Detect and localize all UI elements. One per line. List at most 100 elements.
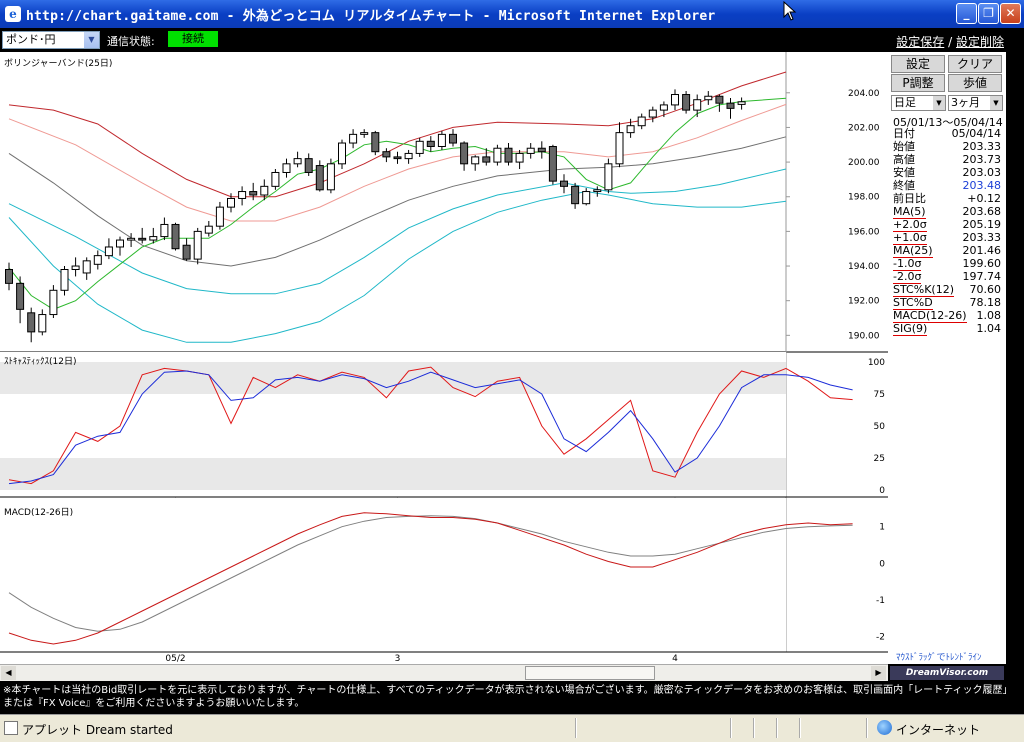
candle (637, 116, 646, 127)
candle (271, 171, 280, 187)
candle (593, 189, 602, 193)
clear-button[interactable]: クリア (948, 55, 1002, 73)
tick-history-button[interactable]: 歩値 (948, 74, 1002, 92)
x-tick-label: 4 (672, 654, 678, 664)
oversold-zone (0, 458, 786, 490)
scroll-left-icon[interactable]: ◀ (1, 666, 16, 680)
scroll-right-icon[interactable]: ▶ (871, 666, 886, 680)
stc-d-line (8, 370, 853, 485)
data-row-label: 高値 (893, 153, 915, 166)
data-row: MACD(12-26) 1.08 (893, 309, 1002, 323)
candle (626, 125, 635, 134)
candle (415, 140, 424, 154)
macd-panel: MACD(12-26日) 1 0 -1 -2 (0, 498, 888, 653)
y-tick-label: 25 (874, 454, 885, 464)
candle (571, 185, 580, 205)
chevron-down-icon[interactable]: ▼ (990, 96, 1002, 110)
candle (249, 191, 258, 196)
candle (548, 145, 557, 182)
data-row-value: 205.19 (962, 218, 1002, 231)
candle (404, 152, 413, 160)
macd-panel-bg (0, 498, 786, 652)
data-row-label: +1.0σ (893, 231, 927, 245)
save-settings-link[interactable]: 設定保存 (896, 35, 945, 49)
x-tick-label: 05/2 (165, 654, 185, 664)
macd-chart-title: MACD(12-26日) (4, 507, 73, 518)
scroll-thumb[interactable] (525, 666, 655, 680)
date-range: 05/01/13〜05/04/14 (893, 116, 1003, 129)
currency-pair-select[interactable]: ポンド･円 ▼ (2, 31, 100, 49)
y-tick-label: 75 (874, 390, 885, 400)
price-adjust-button[interactable]: P調整 (891, 74, 945, 92)
data-row: STC%K(12) 70.60 (893, 283, 1002, 297)
status-divider (799, 718, 801, 738)
data-row-value: 05/04/14 (951, 127, 1001, 140)
close-button[interactable]: ✕ (1000, 3, 1021, 24)
candle (648, 109, 657, 118)
candle (104, 246, 113, 257)
candle (338, 142, 346, 165)
data-row-value: 1.08 (976, 309, 1002, 322)
data-row-label: MA(25) (893, 244, 933, 258)
candle (537, 147, 546, 153)
range-select[interactable]: 3ヶ月 ▼ (948, 95, 1003, 111)
y-tick-label: -2 (876, 633, 885, 643)
data-row: -1.0σ 199.60 (893, 257, 1002, 271)
data-row-value: 199.60 (962, 257, 1002, 270)
connection-label: 通信状態: (107, 35, 155, 48)
data-row: MA(5) 203.68 (893, 205, 1001, 219)
data-row-value: 203.73 (962, 153, 1002, 166)
y-tick-label: 0 (879, 559, 885, 569)
data-row: MA(25) 201.46 (893, 244, 1001, 258)
data-row-label: 安値 (893, 166, 915, 179)
chevron-down-icon[interactable]: ▼ (84, 32, 99, 48)
maximize-button[interactable]: ❐ (978, 3, 999, 24)
chart-canvas[interactable]: 05/2 3 4 ボリンジャーバンド(25日) 204.00 202.00 200.00 1… (0, 52, 888, 664)
chevron-down-icon[interactable]: ▼ (933, 96, 945, 110)
candle (193, 230, 202, 260)
candle (27, 312, 36, 333)
candle (493, 147, 502, 163)
status-bar: アプレット Dream started インターネット (0, 714, 1024, 742)
candle (116, 239, 124, 248)
candle (304, 158, 313, 173)
candle (515, 152, 524, 163)
inner-lower-band-line (8, 168, 787, 295)
candle (482, 156, 491, 163)
data-row-value: 203.33 (962, 231, 1002, 244)
period-select[interactable]: 日足 ▼ (891, 95, 946, 111)
candle (282, 163, 291, 173)
data-row-value: 70.60 (969, 283, 1002, 296)
candle (93, 255, 102, 265)
y-tick-label: 190.00 (848, 331, 880, 341)
link-separator: / (948, 35, 953, 49)
data-row: 始値 203.33 (893, 140, 1001, 153)
data-row: +1.0σ 203.33 (893, 231, 1002, 245)
y-tick-label: 198.00 (848, 193, 880, 203)
settings-button[interactable]: 設定 (891, 55, 945, 73)
globe-icon (877, 720, 892, 735)
delete-settings-link[interactable]: 設定削除 (955, 35, 1004, 49)
candle (682, 94, 691, 111)
chart-area[interactable]: 05/2 3 4 ボリンジャーバンド(25日) 204.00 202.00 200.00 1… (0, 52, 888, 664)
connection-status-badge: 接続 (168, 31, 218, 47)
data-row-value: +0.12 (967, 192, 1001, 205)
brand-logo[interactable]: DreamVisor.com (890, 666, 1004, 680)
minimize-button[interactable]: _ (956, 3, 977, 24)
status-divider (776, 718, 778, 738)
y-tick-label: 204.00 (848, 89, 880, 99)
stc-k-line (8, 366, 853, 485)
candle (260, 185, 269, 196)
candle (171, 223, 180, 250)
data-row: 終値 203.48 (893, 179, 1001, 192)
currency-pair-value: ポンド･円 (6, 33, 56, 46)
candle (60, 269, 69, 291)
x-tick-label: 3 (395, 654, 401, 664)
data-row-label: 日付 (893, 127, 915, 140)
data-row-value: 78.18 (969, 296, 1002, 309)
candle (349, 133, 358, 144)
data-row: 日付 05/04/14 (893, 127, 1001, 140)
horizontal-scrollbar[interactable]: ◀ ▶ (0, 664, 888, 681)
lower-band-line (8, 190, 787, 343)
candle (371, 132, 380, 153)
